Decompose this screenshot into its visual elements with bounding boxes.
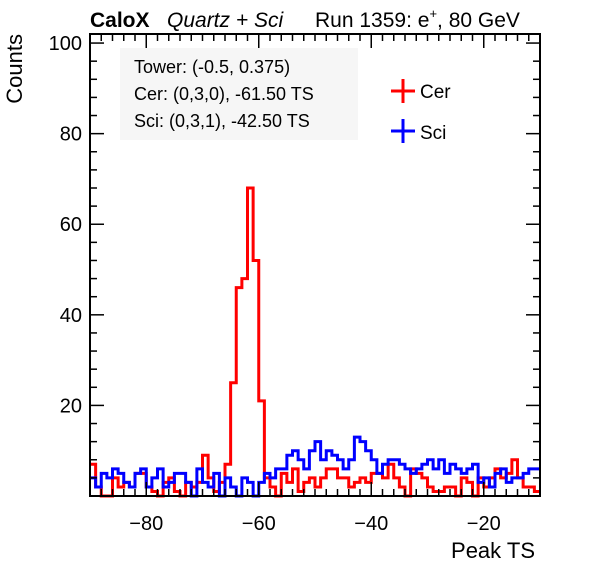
legend-item-cer: Cer	[391, 79, 451, 103]
header-run: Run 1359: e+, 80 GeV	[315, 6, 520, 32]
y-tick-label: 40	[60, 305, 82, 327]
tick-layer: −80 −60 −40 −20 20 40 60 80 100	[49, 33, 541, 535]
header-brand: CaloX	[90, 9, 150, 32]
x-tick-label: −80	[129, 513, 163, 535]
header-particle-superscript: +	[429, 6, 437, 21]
x-axis-title: Peak TS	[451, 538, 535, 563]
x-tick-label: −60	[242, 513, 276, 535]
series-layer	[90, 186, 540, 498]
legend-sci-label: Sci	[420, 123, 446, 144]
legend: Cer Sci	[391, 79, 451, 144]
series-sci-line	[90, 435, 540, 498]
info-cer: Cer: (0,3,0), -61.50 TS	[134, 84, 314, 104]
info-sci: Sci: (0,3,1), -42.50 TS	[134, 111, 310, 131]
header-detector: Quartz + Sci	[167, 9, 284, 32]
y-tick-label: 100	[49, 33, 82, 55]
legend-cer-label: Cer	[420, 82, 451, 103]
legend-item-sci: Sci	[391, 119, 446, 144]
y-tick-label: 20	[60, 395, 82, 417]
x-tick-label: −40	[354, 513, 388, 535]
x-tick-label: −20	[467, 513, 501, 535]
y-axis-title: Counts	[2, 34, 27, 104]
y-tick-label: 60	[60, 214, 82, 236]
info-tower: Tower: (-0.5, 0.375)	[134, 57, 290, 77]
info-box	[120, 48, 358, 140]
y-tick-label: 80	[60, 124, 82, 146]
